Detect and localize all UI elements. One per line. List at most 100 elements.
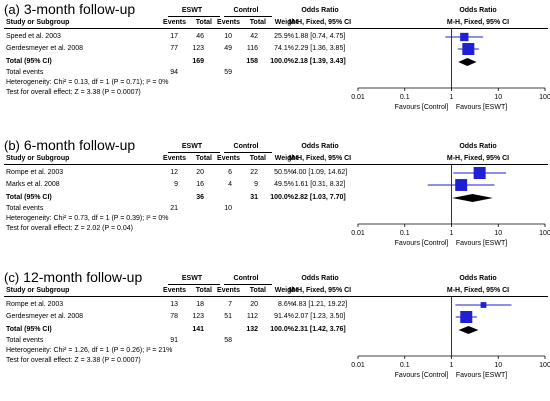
panel-title: (b) 6-month follow-up (4, 137, 135, 153)
group-underline (224, 152, 272, 153)
eswt-total: 20 (196, 169, 204, 176)
x-tick-label: 10 (494, 230, 503, 237)
x-tick-label: 1 (449, 362, 454, 369)
x-tick-label: 0.1 (399, 362, 410, 369)
heterogeneity: Heterogeneity: Chi² = 1.26, df = 1 (P = … (6, 347, 173, 354)
panel-title-text: 3-month follow-up (23, 1, 136, 17)
favours-eswt: Favours [ESWT] (455, 104, 508, 111)
panel-title: (c) 12-month follow-up (4, 269, 142, 285)
col-or-method: M-H, Fixed, 95% CI (288, 19, 352, 26)
group-header-eswt: ESWT (181, 7, 203, 14)
x-tick-label: 1 (449, 94, 454, 101)
header-rule (4, 296, 548, 297)
group-header-control: Control (233, 7, 259, 14)
group-underline (168, 16, 220, 17)
study-name: Gerdesmeyer et al. 2008 (6, 313, 84, 320)
col-events: Events (217, 19, 240, 26)
control-total: 42 (250, 33, 258, 40)
study-name: Rompe et al. 2003 (6, 301, 64, 308)
x-tick-label: 0.01 (351, 362, 365, 369)
total-label: Total (95% CI) (6, 194, 52, 201)
study-weight: 25.9% (274, 33, 294, 40)
control-total-n: 158 (246, 58, 258, 65)
col-events: Events (217, 287, 240, 294)
col-or-method-right: M-H, Fixed, 95% CI (446, 287, 510, 294)
total-events-eswt: 91 (170, 337, 178, 344)
x-tick-label: 0.1 (399, 94, 410, 101)
eswt-total: 123 (192, 45, 204, 52)
control-total: 20 (250, 301, 258, 308)
overall-effect: Test for overall effect: Z = 2.02 (P = 0… (6, 225, 133, 232)
control-events: 4 (228, 181, 232, 188)
eswt-total: 46 (196, 33, 204, 40)
col-weight: Weight (274, 19, 298, 26)
or-header-right: Odds Ratio (459, 143, 497, 150)
study-or: 1.61 [0.31, 8.32] (294, 181, 346, 188)
pooled-diamond (458, 58, 477, 66)
eswt-events: 12 (170, 169, 178, 176)
panel-title: (a) 3-month follow-up (4, 1, 135, 17)
or-header: Odds Ratio (301, 275, 339, 282)
favours-control: Favours [Control] (394, 240, 449, 247)
or-header-right: Odds Ratio (459, 7, 497, 14)
eswt-total-n: 169 (192, 58, 204, 65)
panel-title-text: 12-month follow-up (23, 269, 143, 285)
eswt-events: 78 (170, 313, 178, 320)
eswt-total-n: 36 (196, 194, 204, 201)
total-events-label: Total events (6, 337, 44, 344)
col-total: Total (249, 155, 266, 162)
favours-eswt: Favours [ESWT] (455, 372, 508, 379)
favours-control: Favours [Control] (394, 104, 449, 111)
study-weight: 49.5% (274, 181, 294, 188)
pooled-diamond (452, 194, 493, 202)
study-or: 1.88 [0.74, 4.75] (294, 33, 346, 40)
heterogeneity: Heterogeneity: Chi² = 0.73, df = 1 (P = … (6, 215, 169, 222)
group-underline (224, 16, 272, 17)
control-total-n: 132 (246, 326, 258, 333)
col-total: Total (195, 19, 212, 26)
study-square (473, 167, 486, 179)
eswt-total-n: 141 (192, 326, 204, 333)
group-header-eswt: ESWT (181, 143, 203, 150)
panel-label: (c) (4, 270, 20, 285)
group-header-eswt: ESWT (181, 275, 203, 282)
col-total: Total (195, 155, 212, 162)
group-header-control: Control (233, 143, 259, 150)
col-events: Events (163, 19, 186, 26)
x-tick-label: 10 (494, 362, 503, 369)
study-or: 2.07 [1.23, 3.50] (294, 313, 346, 320)
x-tick-label: 100 (539, 362, 550, 369)
study-weight: 91.4% (274, 313, 294, 320)
total-events-control: 59 (224, 69, 232, 76)
col-events: Events (163, 155, 186, 162)
total-events-control: 58 (224, 337, 232, 344)
col-total: Total (249, 19, 266, 26)
group-underline (168, 284, 220, 285)
total-weight: 100.0% (270, 326, 294, 333)
x-tick-label: 0.01 (351, 230, 365, 237)
study-name: Marks et al. 2008 (6, 181, 60, 188)
study-weight: 50.5% (274, 169, 294, 176)
study-weight: 8.6% (278, 301, 294, 308)
pooled-diamond (458, 326, 479, 334)
control-total: 22 (250, 169, 258, 176)
study-name: Gerdesmeyer et al. 2008 (6, 45, 84, 52)
study-name: Speed et al. 2003 (6, 33, 61, 40)
study-square (480, 302, 487, 308)
eswt-total: 123 (192, 313, 204, 320)
total-or: 2.82 [1.03, 7.70] (294, 194, 346, 201)
header-rule (4, 164, 548, 165)
total-events-eswt: 21 (170, 205, 178, 212)
control-events: 51 (224, 313, 232, 320)
eswt-events: 77 (170, 45, 178, 52)
eswt-total: 18 (196, 301, 204, 308)
col-or-method-right: M-H, Fixed, 95% CI (446, 19, 510, 26)
panel-title-text: 6-month follow-up (23, 137, 136, 153)
col-events: Events (163, 287, 186, 294)
col-events: Events (217, 155, 240, 162)
total-label: Total (95% CI) (6, 326, 52, 333)
study-name: Rompe et al. 2003 (6, 169, 64, 176)
